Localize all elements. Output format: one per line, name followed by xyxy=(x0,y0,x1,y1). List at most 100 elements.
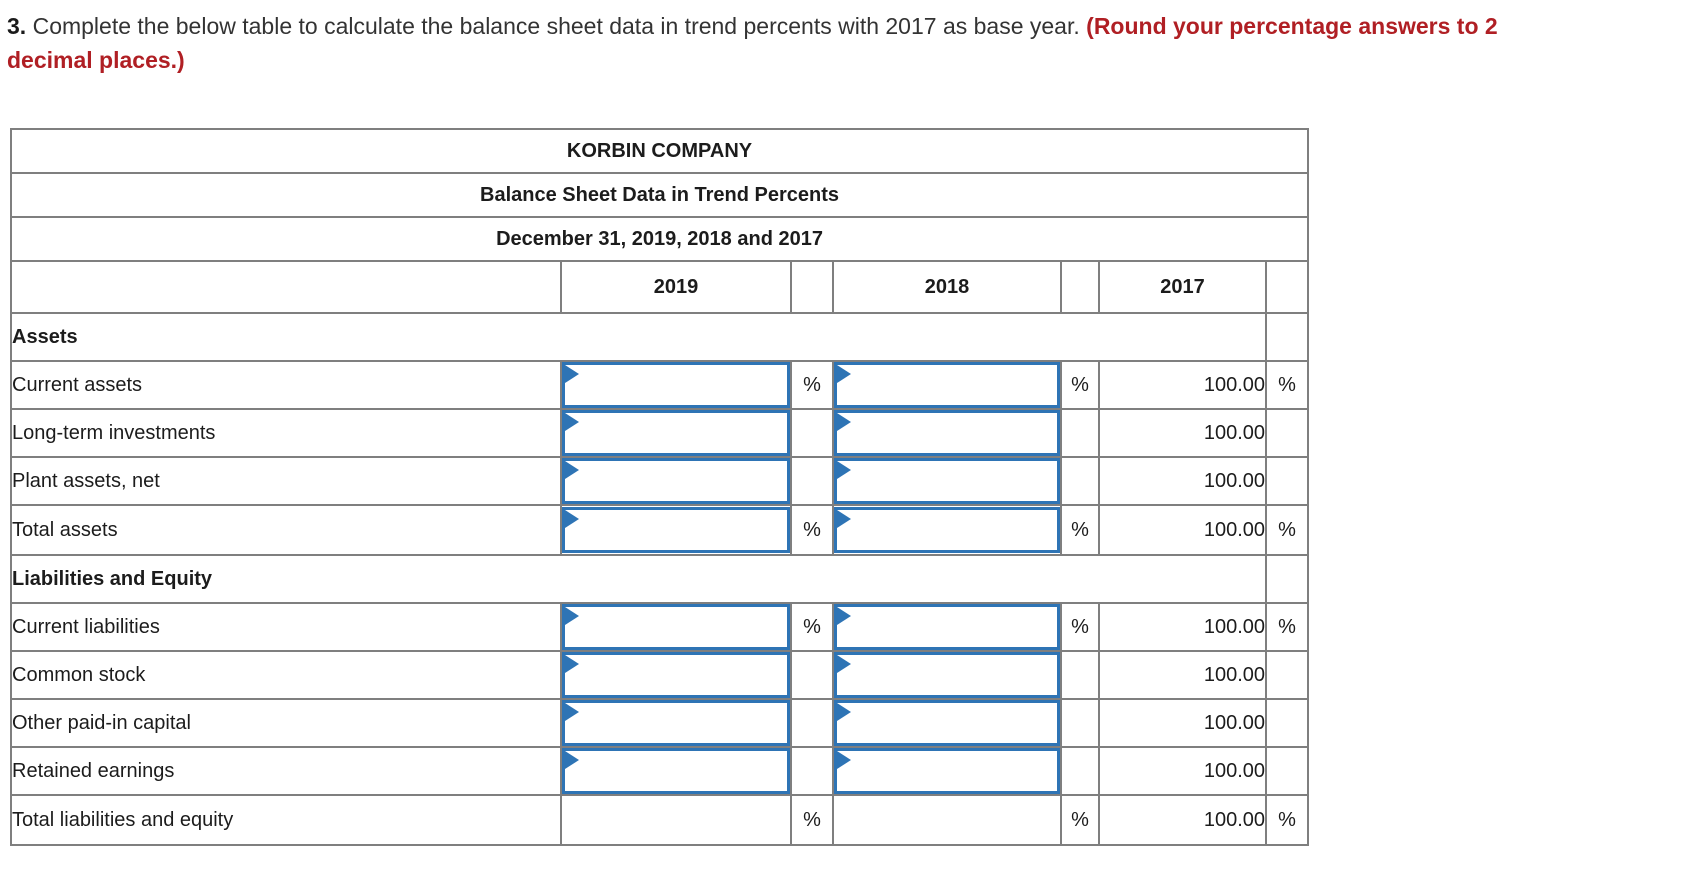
row-label: Long-term investments xyxy=(10,408,562,458)
percent-label: % xyxy=(790,504,834,556)
table-row-common-stock: Common stock 100.00 xyxy=(10,650,1310,700)
percent-label: % xyxy=(1060,504,1100,556)
answer-input-box[interactable] xyxy=(563,411,789,455)
row-label: Common stock xyxy=(10,650,562,700)
percent-cell-empty xyxy=(1264,698,1310,748)
percent-cell-empty xyxy=(1264,408,1310,458)
section-label: Assets xyxy=(10,312,1267,362)
table-row-current-liabilities: Current liabilities % % 100.00 % xyxy=(10,602,1310,652)
input-common-stock-2019[interactable] xyxy=(565,655,787,695)
percent-cell-empty xyxy=(1060,698,1100,748)
answer-input-box[interactable] xyxy=(835,459,1059,503)
year-header-spacer xyxy=(1264,260,1310,314)
table-row-total-assets: Total assets % % 100.00 % xyxy=(10,504,1310,556)
percent-cell-empty xyxy=(790,698,834,748)
end-cell xyxy=(1264,554,1310,604)
input-other-paid-in-capital-2019[interactable] xyxy=(565,703,787,743)
year-header-2019: 2019 xyxy=(560,260,792,314)
base-year-value: 100.00 xyxy=(1098,504,1267,556)
answer-input-box[interactable] xyxy=(835,507,1059,553)
input-plant-assets-net-2018[interactable] xyxy=(837,461,1057,501)
question-number: 3. xyxy=(7,13,27,39)
input-common-stock-2018[interactable] xyxy=(837,655,1057,695)
year-header-spacer xyxy=(790,260,834,314)
answer-input-box[interactable] xyxy=(563,701,789,745)
company-title: KORBIN COMPANY xyxy=(9,128,1310,174)
base-year-value: 100.00 xyxy=(1098,408,1267,458)
percent-label: % xyxy=(790,602,834,652)
date-line: December 31, 2019, 2018 and 2017 xyxy=(9,216,1310,262)
row-label: Retained earnings xyxy=(10,746,562,796)
input-current-assets-2019[interactable] xyxy=(565,365,787,405)
section-label: Liabilities and Equity xyxy=(10,554,1267,604)
answer-input-box[interactable] xyxy=(563,363,789,407)
base-year-value: 100.00 xyxy=(1098,698,1267,748)
input-plant-assets-net-2019[interactable] xyxy=(565,461,787,501)
year-header-2017: 2017 xyxy=(1098,260,1267,314)
input-total-assets-2018[interactable] xyxy=(837,510,1057,550)
base-year-value: 100.00 xyxy=(1098,360,1267,410)
year-header-2018: 2018 xyxy=(832,260,1062,314)
answer-input-box[interactable] xyxy=(835,653,1059,697)
answer-input-box[interactable] xyxy=(835,363,1059,407)
percent-label: % xyxy=(1264,504,1310,556)
question-body: Complete the below table to calculate th… xyxy=(32,13,1080,39)
percent-cell-empty xyxy=(1060,408,1100,458)
input-current-liabilities-2019[interactable] xyxy=(565,607,787,647)
percent-cell-empty xyxy=(1264,456,1310,506)
input-retained-earnings-2018[interactable] xyxy=(837,751,1057,791)
percent-cell-empty xyxy=(790,746,834,796)
table-row-long-term-investments: Long-term investments 100.00 xyxy=(10,408,1310,458)
percent-label: % xyxy=(1060,360,1100,410)
table-row-current-assets: Current assets % % 100.00 % xyxy=(10,360,1310,410)
answer-input-box[interactable] xyxy=(563,653,789,697)
row-label: Total liabilities and equity xyxy=(10,794,562,846)
percent-cell-empty xyxy=(1264,746,1310,796)
percent-cell-empty xyxy=(1060,650,1100,700)
input-current-liabilities-2018[interactable] xyxy=(837,607,1057,647)
table-date-row: December 31, 2019, 2018 and 2017 xyxy=(9,216,1310,262)
year-header-row: 2019 2018 2017 xyxy=(10,260,1310,314)
base-year-value: 100.00 xyxy=(1098,456,1267,506)
input-retained-earnings-2019[interactable] xyxy=(565,751,787,791)
question-text: 3. Complete the below table to calculate… xyxy=(0,0,1573,77)
answer-input-box[interactable] xyxy=(835,701,1059,745)
base-year-value: 100.00 xyxy=(1098,746,1267,796)
input-long-term-investments-2018[interactable] xyxy=(837,413,1057,453)
input-total-assets-2019[interactable] xyxy=(565,510,787,550)
table-title-row: KORBIN COMPANY xyxy=(9,128,1310,174)
input-other-paid-in-capital-2018[interactable] xyxy=(837,703,1057,743)
percent-cell-empty xyxy=(1060,746,1100,796)
row-label: Current liabilities xyxy=(10,602,562,652)
base-year-value: 100.00 xyxy=(1098,650,1267,700)
year-header-spacer xyxy=(10,260,562,314)
answer-input-box[interactable] xyxy=(835,411,1059,455)
percent-label: % xyxy=(790,794,834,846)
percent-label: % xyxy=(1060,602,1100,652)
percent-label: % xyxy=(1060,794,1100,846)
percent-cell-empty xyxy=(790,408,834,458)
answer-input-box[interactable] xyxy=(563,605,789,649)
row-label: Other paid-in capital xyxy=(10,698,562,748)
input-long-term-investments-2019[interactable] xyxy=(565,413,787,453)
input-current-assets-2018[interactable] xyxy=(837,365,1057,405)
table-subtitle-row: Balance Sheet Data in Trend Percents xyxy=(9,172,1310,218)
table-row-plant-assets-net: Plant assets, net 100.00 xyxy=(10,456,1310,506)
trend-percent-table: KORBIN COMPANY Balance Sheet Data in Tre… xyxy=(9,128,1310,846)
answer-input-box[interactable] xyxy=(835,605,1059,649)
base-year-value: 100.00 xyxy=(1098,602,1267,652)
answer-input-box[interactable] xyxy=(835,749,1059,793)
section-row-liabilities-equity: Liabilities and Equity xyxy=(10,554,1310,604)
percent-cell-empty xyxy=(1264,650,1310,700)
table-row-other-paid-in-capital: Other paid-in capital 100.00 xyxy=(10,698,1310,748)
answer-input-box[interactable] xyxy=(563,749,789,793)
row-label: Current assets xyxy=(10,360,562,410)
question-note: (Round your percentage answers to 2 deci… xyxy=(7,13,1498,73)
table-row-retained-earnings: Retained earnings 100.00 xyxy=(10,746,1310,796)
answer-input-box[interactable] xyxy=(563,507,789,553)
row-label: Total assets xyxy=(10,504,562,556)
percent-label: % xyxy=(1264,602,1310,652)
end-cell xyxy=(1264,312,1310,362)
statement-subtitle: Balance Sheet Data in Trend Percents xyxy=(9,172,1310,218)
answer-input-box[interactable] xyxy=(563,459,789,503)
